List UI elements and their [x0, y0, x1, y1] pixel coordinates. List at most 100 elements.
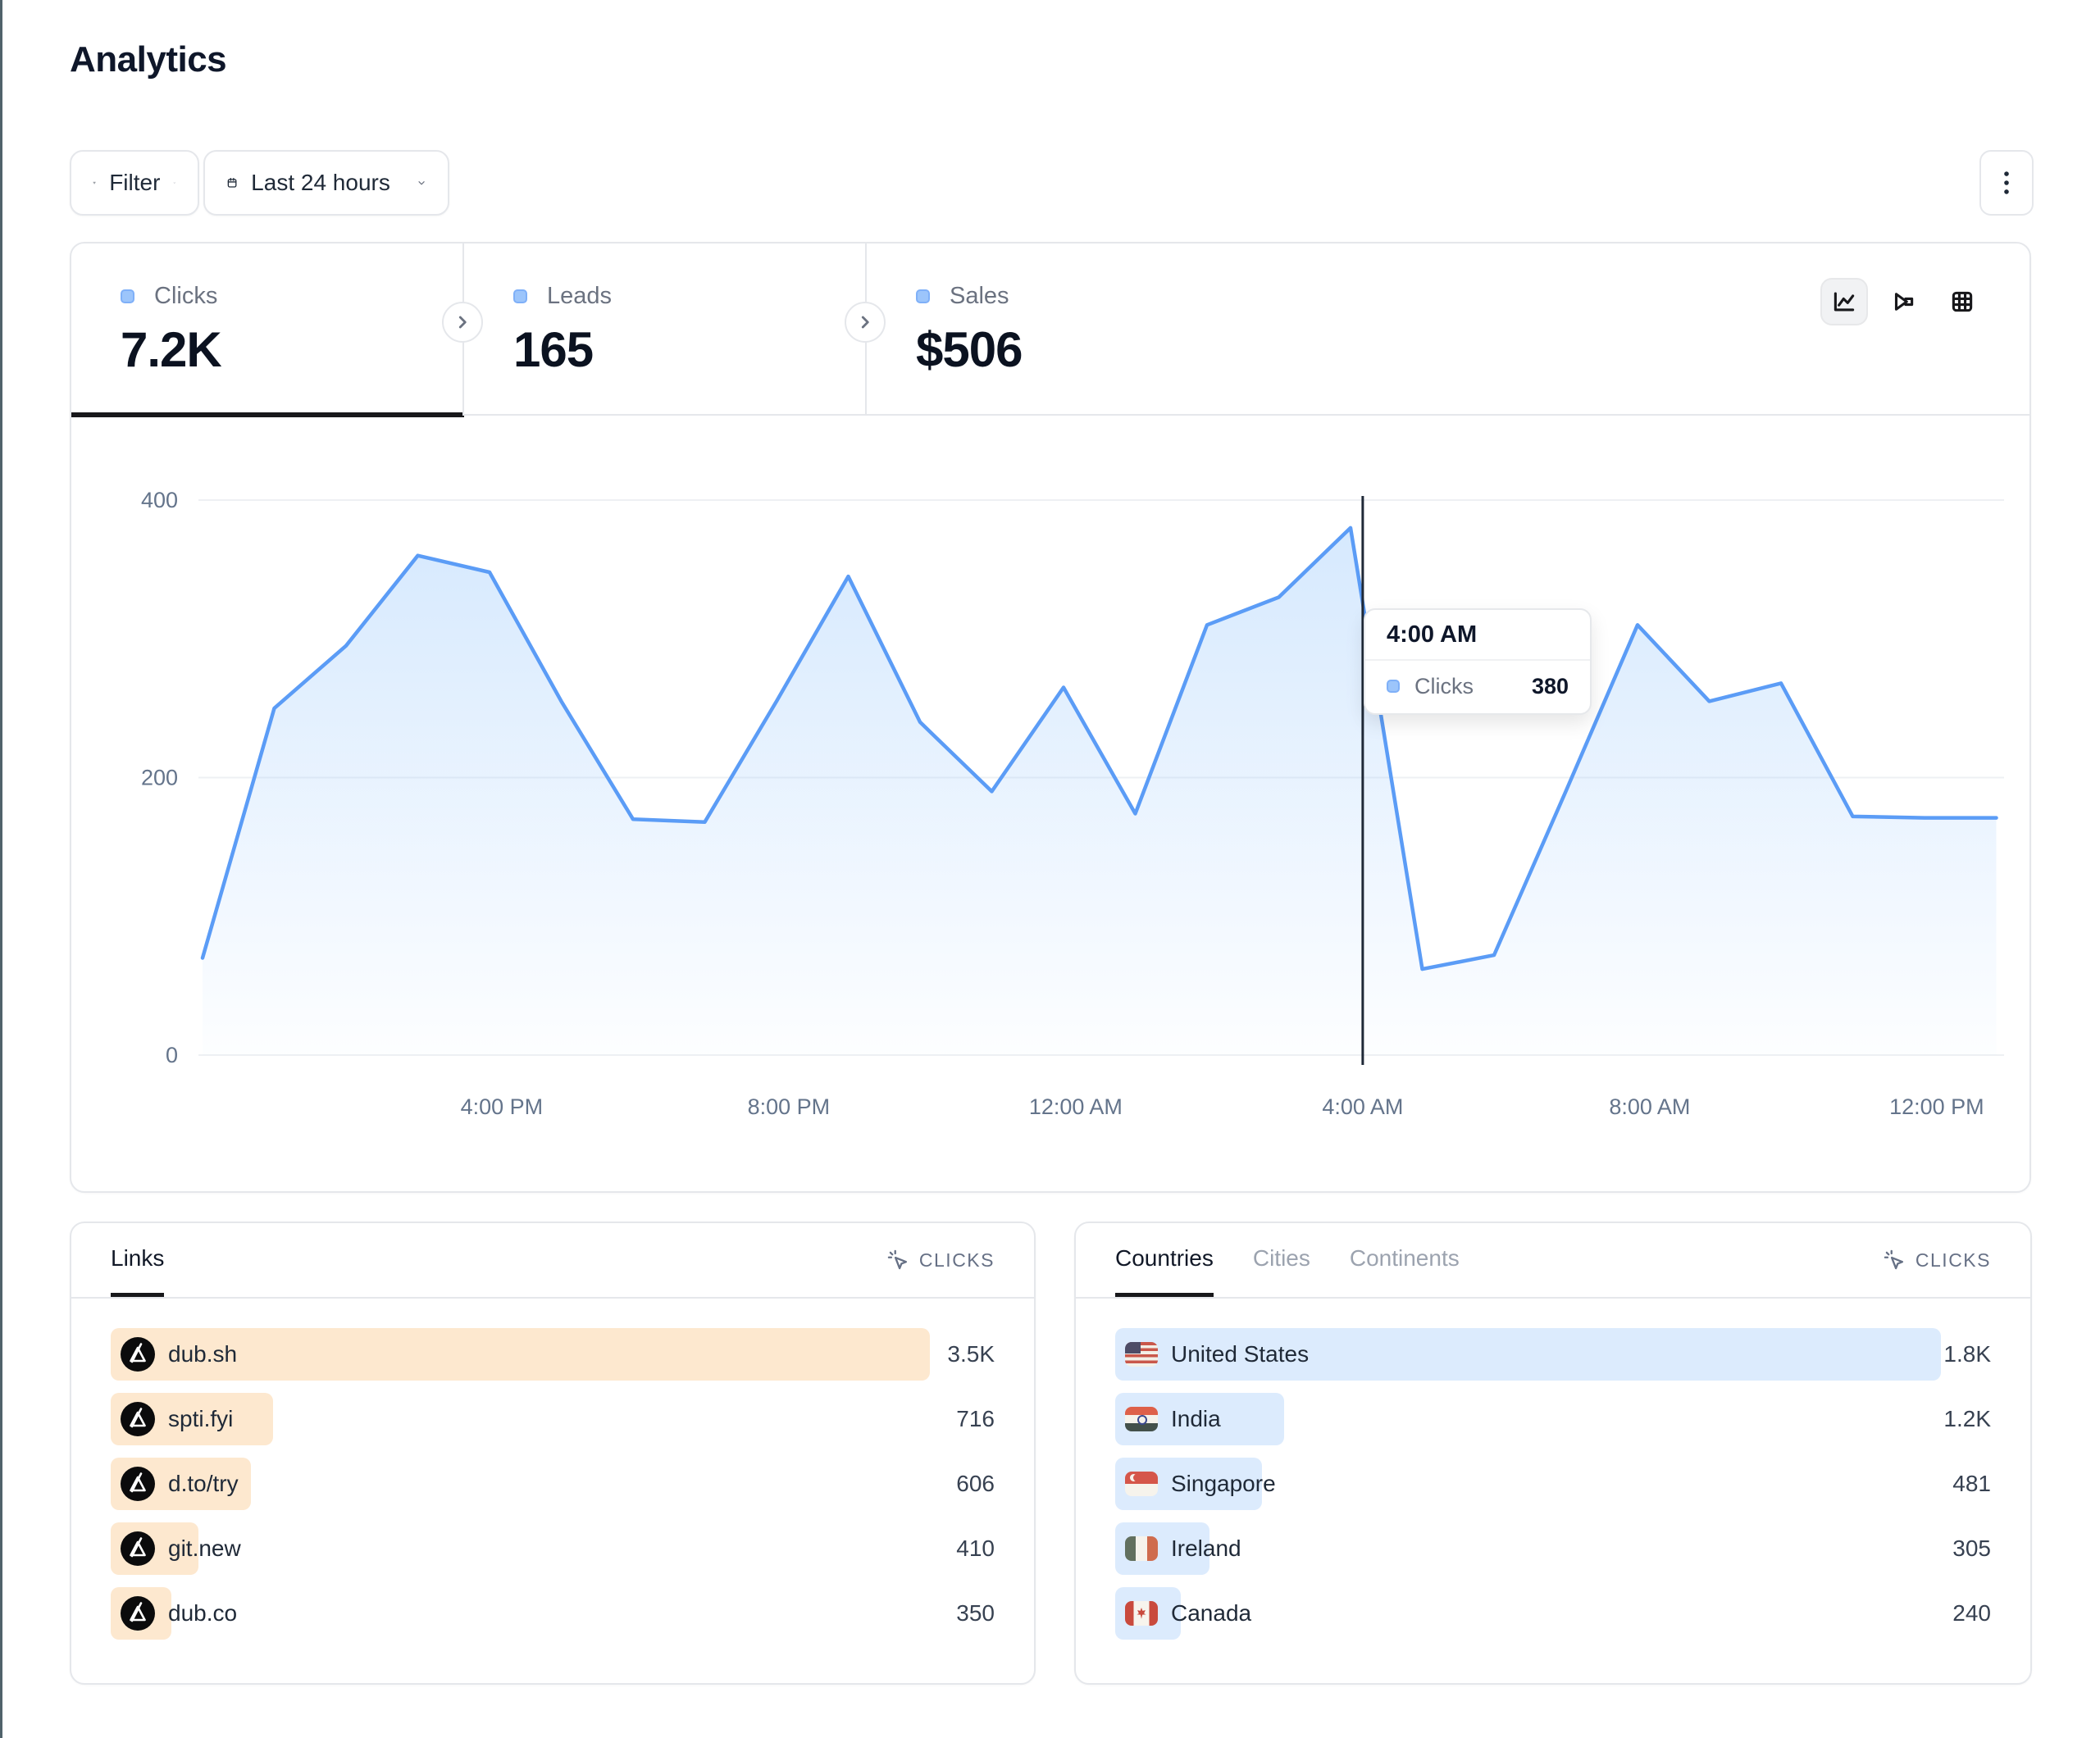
ca-flag-icon [1125, 1601, 1158, 1626]
row-label: Singapore [1171, 1471, 1276, 1496]
svg-text:400: 400 [141, 488, 178, 512]
us-flag-icon [1125, 1342, 1158, 1367]
funnel-view-button[interactable] [1879, 278, 1927, 325]
kebab-menu-icon [2004, 171, 2009, 194]
link-row[interactable]: dub.co 350 [111, 1587, 995, 1640]
tab-links-label: Links [111, 1244, 165, 1271]
row-label: dub.sh [168, 1341, 238, 1367]
countries-panel: Countries Cities Continents CLICKS Unite… [1074, 1222, 2032, 1685]
tab-clicks[interactable]: Clicks 7.2K [71, 243, 464, 417]
row-label: United States [1171, 1341, 1310, 1367]
tab-continents-label: Continents [1349, 1244, 1460, 1271]
line-chart-view-button[interactable] [1820, 278, 1868, 325]
more-options-button[interactable] [1979, 150, 2034, 216]
chevron-right-icon [861, 316, 869, 329]
tooltip-series-label: Clicks [1414, 673, 1474, 698]
expand-leads-button[interactable] [845, 302, 886, 343]
chevron-down-icon [174, 182, 176, 184]
dub-logo-icon [121, 1402, 155, 1436]
links-panel: Links CLICKS dub.sh 3.5K spti.fyi 716 d.to/t… [70, 1222, 1036, 1685]
dub-logo-icon [121, 1337, 155, 1372]
cursor-click-icon [887, 1249, 907, 1270]
svg-text:12:00 AM: 12:00 AM [1029, 1094, 1123, 1119]
country-row[interactable]: India 1.2K [1115, 1393, 1991, 1445]
tab-countries[interactable]: Countries [1115, 1223, 1214, 1297]
stat-label: Sales [950, 283, 1009, 309]
dub-logo-icon [121, 1467, 155, 1501]
sg-flag-icon [1125, 1472, 1158, 1496]
country-row[interactable]: United States 1.8K [1115, 1328, 1991, 1381]
country-row[interactable]: Ireland 305 [1115, 1522, 1991, 1575]
tooltip-value: 380 [1531, 673, 1569, 698]
tab-cities[interactable]: Cities [1253, 1223, 1310, 1297]
calendar-icon [227, 178, 237, 188]
svg-text:200: 200 [141, 766, 178, 790]
tooltip-legend-swatch [1387, 680, 1400, 693]
filter-icon [93, 181, 96, 184]
row-value: 606 [956, 1471, 995, 1496]
svg-text:4:00 AM: 4:00 AM [1322, 1094, 1403, 1119]
tab-cities-label: Cities [1252, 1244, 1310, 1271]
row-value: 3.5K [947, 1341, 995, 1367]
in-flag-icon [1125, 1407, 1158, 1431]
svg-text:12:00 PM: 12:00 PM [1889, 1094, 1984, 1119]
svg-text:8:00 PM: 8:00 PM [748, 1094, 831, 1119]
row-value: 305 [1952, 1536, 1991, 1561]
countries-list: United States 1.8K India 1.2K Singapore 481 Ir… [1115, 1328, 1991, 1652]
links-metric-label: CLICKS [918, 1249, 995, 1271]
chart-view-switcher [1820, 278, 1986, 325]
links-metric-selector[interactable]: CLICKS [886, 1223, 995, 1297]
row-value: 1.2K [1943, 1406, 1991, 1431]
table-grid-icon [1952, 291, 1973, 312]
tab-countries-label: Countries [1115, 1244, 1214, 1271]
clicks-area-chart[interactable]: 0 200 400 4:00 PM 8:00 PM 12:00 AM 4:00 AM 8:00… [71, 416, 2033, 1193]
stat-value: 165 [513, 322, 594, 377]
svg-text:8:00 AM: 8:00 AM [1609, 1094, 1690, 1119]
country-row[interactable]: Singapore 481 [1115, 1458, 1991, 1510]
row-value: 481 [1952, 1471, 1991, 1496]
expand-clicks-button[interactable] [442, 302, 483, 343]
link-row[interactable]: d.to/try 606 [111, 1458, 995, 1510]
date-range-button[interactable]: Last 24 hours [203, 150, 449, 216]
link-row[interactable]: git.new 410 [111, 1522, 995, 1575]
tab-leads[interactable]: Leads 165 [464, 243, 865, 416]
filter-button[interactable]: Filter [70, 150, 199, 216]
leads-legend-swatch [513, 289, 527, 303]
ie-flag-icon [1125, 1536, 1158, 1561]
stat-value: $506 [916, 322, 1023, 377]
link-row[interactable]: dub.sh 3.5K [111, 1328, 995, 1381]
row-value: 410 [956, 1536, 995, 1561]
row-value: 350 [956, 1600, 995, 1626]
row-label: dub.co [168, 1600, 238, 1626]
countries-metric-label: CLICKS [1915, 1249, 1991, 1271]
filter-label: Filter [109, 170, 161, 195]
tab-links[interactable]: Links [111, 1223, 165, 1297]
country-row[interactable]: Canada 240 [1115, 1587, 1991, 1640]
tab-sales[interactable]: Sales $506 [867, 243, 1211, 416]
window-edge [0, 0, 2, 1738]
row-label: d.to/try [168, 1471, 239, 1496]
dub-logo-icon [121, 1531, 155, 1566]
row-label: spti.fyi [168, 1406, 234, 1431]
svg-text:4:00 PM: 4:00 PM [461, 1094, 544, 1119]
row-value: 716 [956, 1406, 995, 1431]
stat-label: Clicks [154, 283, 218, 309]
stat-value: 7.2K [121, 322, 222, 377]
chevron-right-icon [458, 316, 467, 329]
links-list: dub.sh 3.5K spti.fyi 716 d.to/try 606 git.new 4… [111, 1328, 995, 1652]
row-label: git.new [168, 1536, 241, 1561]
active-tab-underline [71, 412, 464, 417]
date-range-label: Last 24 hours [251, 170, 390, 195]
tab-continents[interactable]: Continents [1350, 1223, 1460, 1297]
svg-text:0: 0 [166, 1043, 178, 1067]
countries-metric-selector[interactable]: CLICKS [1883, 1223, 1991, 1297]
dub-logo-icon [121, 1596, 155, 1631]
value-bar [1115, 1328, 1942, 1381]
sales-legend-swatch [916, 289, 930, 303]
row-label: India [1171, 1406, 1221, 1431]
analytics-card: Clicks 7.2K Leads 165 Sales $506 [70, 242, 2031, 1193]
link-row[interactable]: spti.fyi 716 [111, 1393, 995, 1445]
row-value: 240 [1952, 1600, 1991, 1626]
row-label: Canada [1171, 1600, 1252, 1626]
table-view-button[interactable] [1938, 278, 1986, 325]
